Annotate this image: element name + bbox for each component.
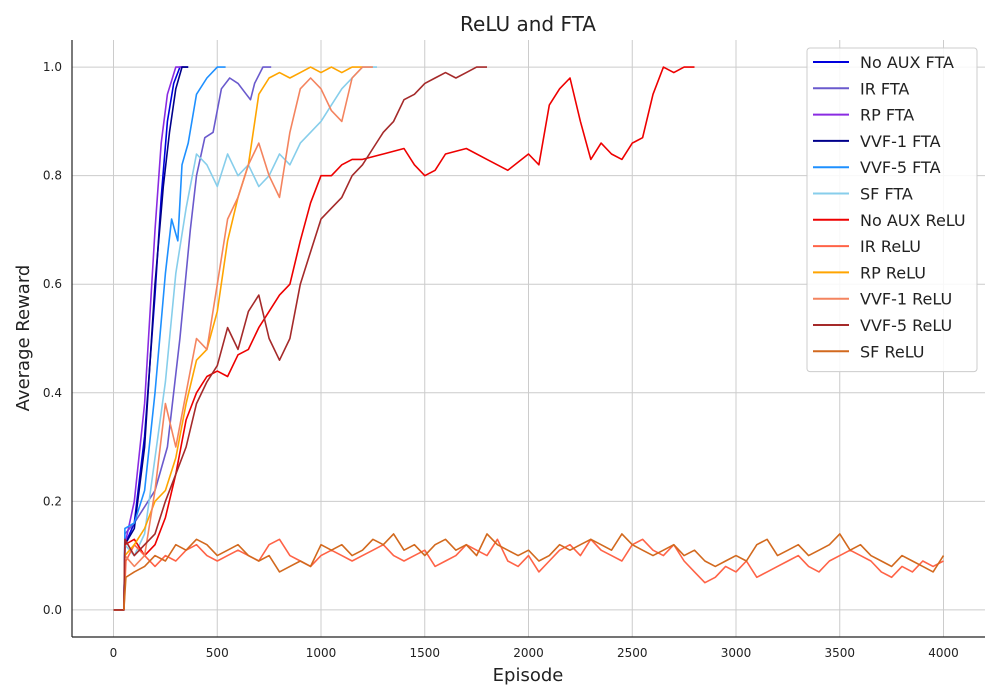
legend-entry: IR ReLU	[860, 237, 921, 256]
legend: No AUX FTA IR FTA RP FTA VVF-1 FTA VVF-5 FTA…	[806, 47, 978, 373]
series-line-ir-fta	[113, 66, 272, 611]
x-tick-label: 1500	[409, 646, 440, 660]
series-line-vvf-5-fta	[113, 66, 226, 611]
y-axis-ticks: 0.0 0.2 0.4 0.6 0.8 1.0	[43, 60, 62, 617]
y-tick-label: 0.0	[43, 603, 62, 617]
x-tick-label: 0	[110, 646, 118, 660]
x-tick-label: 2000	[513, 646, 544, 660]
x-axis-ticks: 0 500 1000 1500 2000 2500 3000 3500 4000	[110, 646, 959, 660]
legend-entry: VVF-5 ReLU	[860, 316, 952, 335]
y-tick-label: 0.2	[43, 494, 62, 508]
series-line-vvf-5-relu	[113, 66, 487, 611]
series-line-sf-relu	[123, 533, 945, 610]
y-tick-label: 0.4	[43, 386, 62, 400]
legend-entry: SF ReLU	[860, 342, 925, 361]
legend-entry: VVF-5 FTA	[860, 158, 941, 177]
legend-entry: No AUX FTA	[860, 53, 954, 72]
x-tick-label: 2500	[617, 646, 648, 660]
legend-entry: RP ReLU	[860, 263, 926, 282]
y-tick-label: 1.0	[43, 60, 62, 74]
legend-entry: VVF-1 FTA	[860, 132, 941, 151]
y-tick-label: 0.8	[43, 169, 62, 183]
legend-entry: SF FTA	[860, 185, 913, 204]
x-tick-label: 500	[206, 646, 229, 660]
x-tick-label: 3500	[824, 646, 855, 660]
x-tick-label: 4000	[928, 646, 959, 660]
axes	[71, 40, 985, 638]
series-line-sf-fta	[113, 66, 377, 611]
x-tick-label: 1000	[306, 646, 337, 660]
x-axis-label: Episode	[493, 665, 564, 686]
legend-entry: VVF-1 ReLU	[860, 290, 952, 309]
y-axis-label: Average Reward	[13, 265, 34, 412]
y-tick-label: 0.6	[43, 277, 62, 291]
series-lines	[113, 66, 945, 611]
legend-entry: RP FTA	[860, 106, 914, 125]
chart-title: ReLU and FTA	[460, 12, 596, 36]
series-line-vvf-1-relu	[113, 66, 373, 611]
series-line-no-aux-relu	[113, 66, 695, 611]
legend-entry: IR FTA	[860, 79, 909, 98]
x-tick-label: 3000	[721, 646, 752, 660]
series-line-rp-relu	[113, 66, 363, 611]
legend-box	[806, 47, 978, 373]
legend-entry: No AUX ReLU	[860, 211, 966, 230]
